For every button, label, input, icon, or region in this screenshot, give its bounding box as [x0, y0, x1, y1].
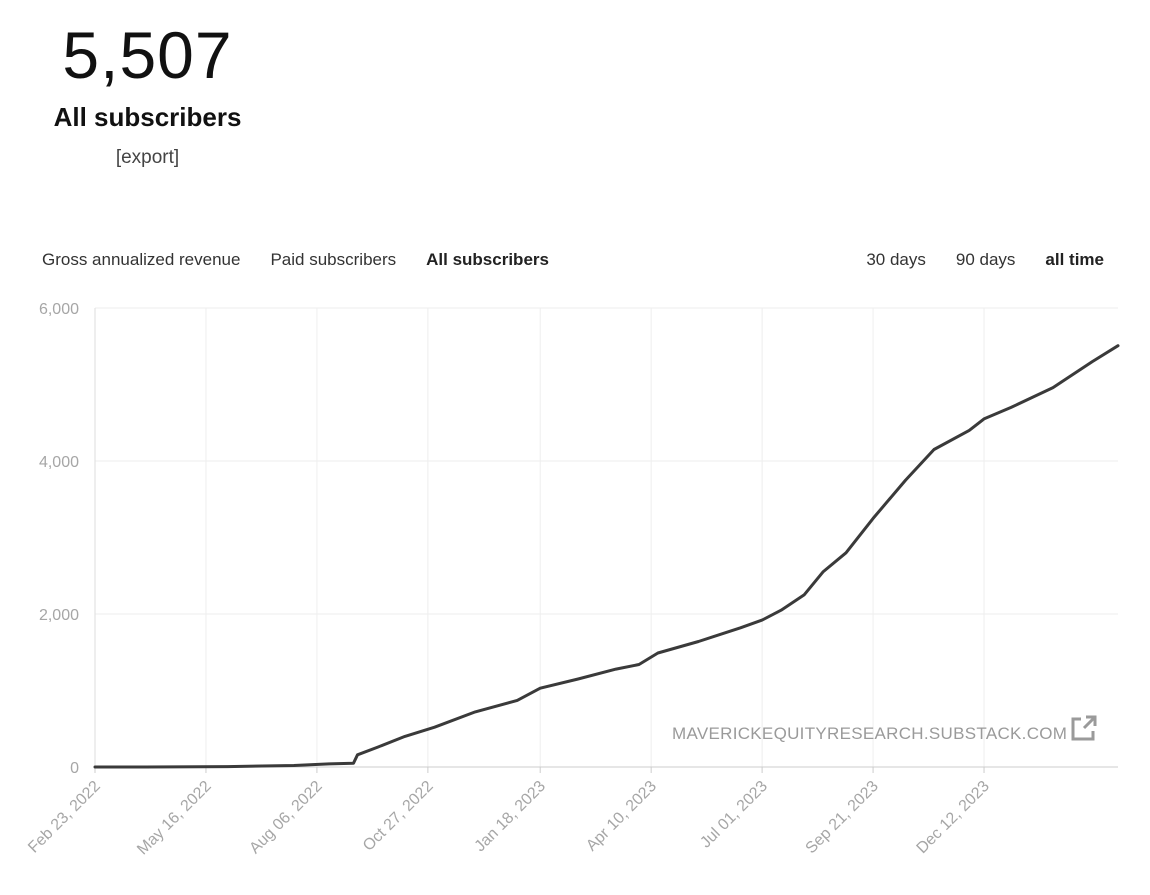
data-point — [822, 571, 824, 573]
series-line — [93, 344, 1120, 769]
data-point — [577, 678, 579, 680]
data-point — [638, 663, 640, 666]
data-point — [144, 766, 146, 768]
subscribers-line-chart: 0 2,000 4,000 6,000 Feb 23, 2022 May 16, 2022… — [25, 301, 1120, 858]
data-point — [1052, 386, 1054, 389]
x-tick-label: Oct 27, 2022 — [360, 778, 437, 855]
subscriber-count-label: All subscribers — [53, 102, 242, 132]
x-tick-label: Jul 01, 2023 — [697, 778, 771, 852]
data-point — [872, 517, 874, 519]
data-point — [933, 448, 935, 451]
y-tick-label: 4,000 — [39, 454, 79, 471]
y-tick-label: 0 — [70, 760, 79, 777]
x-tick-label: May 16, 2022 — [134, 778, 215, 859]
data-point — [434, 726, 436, 728]
data-point — [983, 418, 985, 420]
x-tick-label: Aug 06, 2022 — [246, 778, 325, 857]
export-link[interactable]: [export] — [115, 147, 180, 168]
data-point — [697, 640, 700, 643]
data-point — [1091, 360, 1093, 363]
chart-grid — [94, 307, 1118, 768]
data-point — [227, 766, 229, 768]
x-tick-label: Jan 18, 2023 — [472, 778, 550, 856]
chart-series — [93, 344, 1120, 769]
data-point — [539, 687, 541, 689]
data-point — [1117, 345, 1119, 347]
data-point — [328, 763, 330, 765]
y-tick-label: 2,000 — [39, 607, 79, 624]
data-point — [94, 766, 96, 768]
summary-stat: 5,507 All subscribers [export] — [20, 22, 275, 169]
data-point — [803, 594, 805, 596]
subscriber-count: 5,507 — [62, 18, 233, 92]
y-tick-label: 6,000 — [39, 301, 79, 318]
range-tabs: 30 days 90 days all time — [866, 250, 1104, 270]
data-point — [615, 668, 617, 670]
tab-90-days[interactable]: 90 days — [955, 250, 1016, 269]
metric-tabs: Gross annualized revenue Paid subscriber… — [42, 250, 549, 270]
data-point — [845, 552, 847, 554]
data-point — [356, 754, 359, 756]
x-tick-label: Dec 12, 2023 — [914, 778, 993, 857]
x-tick-label: Sep 21, 2023 — [803, 778, 882, 857]
x-tick-label: Feb 23, 2022 — [25, 778, 104, 857]
x-tick-label: Apr 10, 2023 — [583, 778, 660, 855]
tab-gross-annualized-revenue[interactable]: Gross annualized revenue — [42, 250, 241, 269]
data-point — [516, 699, 518, 702]
data-point — [1010, 406, 1012, 409]
data-point — [404, 735, 406, 737]
tab-all-time[interactable]: all time — [1045, 250, 1104, 269]
watermark-text: MAVERICKEQUITYRESEARCH.SUBSTACK.COM — [672, 724, 1068, 743]
data-point — [352, 762, 355, 764]
tab-all-subscribers[interactable]: All subscribers — [426, 250, 549, 269]
data-point — [657, 652, 659, 654]
data-point — [739, 627, 742, 629]
data-point — [377, 746, 379, 748]
tab-paid-subscribers[interactable]: Paid subscribers — [270, 250, 397, 269]
data-point — [474, 711, 476, 713]
data-point — [904, 479, 907, 481]
data-point — [968, 429, 970, 431]
chart-axes: 0 2,000 4,000 6,000 Feb 23, 2022 May 16, 2022… — [25, 301, 1118, 858]
external-link-icon[interactable] — [1068, 714, 1098, 744]
data-point — [761, 619, 763, 621]
data-point — [293, 764, 295, 767]
tab-30-days[interactable]: 30 days — [866, 250, 926, 269]
data-point — [780, 609, 782, 611]
